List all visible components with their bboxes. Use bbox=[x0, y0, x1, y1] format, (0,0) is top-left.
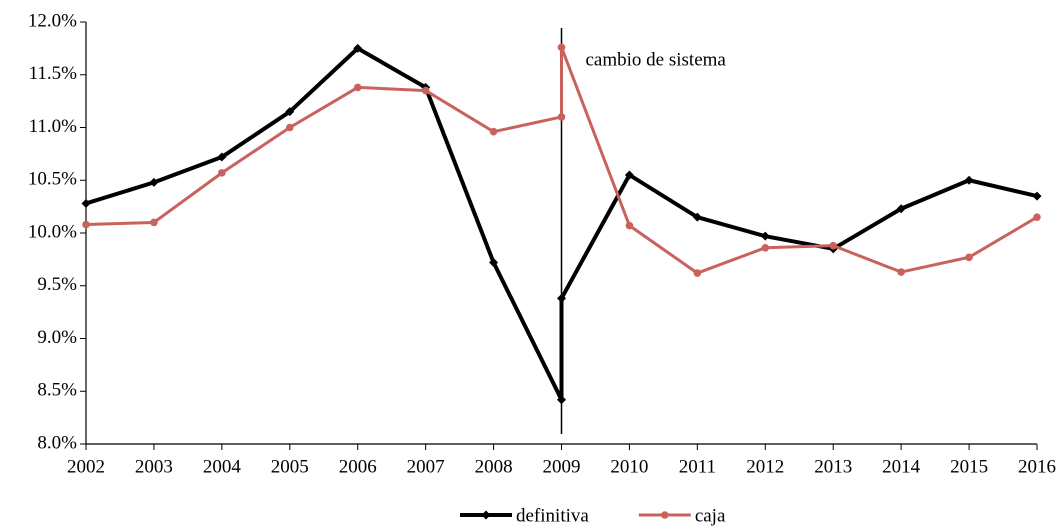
point bbox=[625, 221, 634, 230]
point bbox=[489, 127, 498, 136]
point bbox=[489, 258, 499, 268]
point bbox=[829, 241, 838, 250]
y-tick-label: 10.0% bbox=[28, 221, 77, 242]
point bbox=[761, 243, 770, 252]
x-tick-label: 2012 bbox=[746, 456, 784, 477]
point bbox=[557, 293, 566, 303]
series-line bbox=[85, 46, 1038, 402]
x-tick-label: 2010 bbox=[610, 456, 648, 477]
x-tick-label: 2016 bbox=[1018, 456, 1056, 477]
point bbox=[692, 212, 702, 222]
point bbox=[81, 198, 91, 208]
x-tick-label: 2005 bbox=[271, 456, 309, 477]
point bbox=[624, 170, 634, 180]
series-line bbox=[85, 45, 1038, 275]
point bbox=[557, 113, 566, 121]
x-tick-label: 2007 bbox=[407, 456, 445, 477]
point bbox=[218, 169, 226, 177]
y-tick-label: 9.5% bbox=[37, 274, 77, 295]
point bbox=[760, 231, 770, 241]
point bbox=[1032, 191, 1042, 201]
annotation-text: cambio de sistema bbox=[586, 49, 727, 70]
point bbox=[285, 107, 295, 117]
point bbox=[82, 220, 90, 229]
x-tick-label: 2015 bbox=[950, 456, 988, 477]
x-tick-label: 2009 bbox=[543, 456, 581, 477]
y-tick-label: 11.0% bbox=[29, 116, 78, 137]
y-tick-label: 12.0% bbox=[28, 10, 77, 31]
point bbox=[896, 204, 906, 214]
point bbox=[1033, 213, 1041, 221]
point bbox=[217, 152, 227, 162]
legend-marker bbox=[481, 510, 491, 520]
point bbox=[557, 43, 566, 52]
point bbox=[557, 395, 566, 405]
x-tick-label: 2002 bbox=[67, 456, 105, 477]
x-tick-label: 2008 bbox=[475, 456, 513, 477]
y-tick-label: 9.0% bbox=[37, 327, 77, 348]
x-tick-label: 2011 bbox=[679, 456, 716, 477]
point bbox=[353, 43, 363, 53]
x-tick-label: 2014 bbox=[882, 456, 921, 477]
x-tick-label: 2013 bbox=[814, 456, 852, 477]
point bbox=[964, 175, 974, 185]
y-tick-label: 8.5% bbox=[37, 380, 77, 401]
point bbox=[965, 253, 973, 262]
legend-marker bbox=[661, 511, 669, 519]
y-tick-label: 11.5% bbox=[29, 63, 78, 84]
x-tick-label: 2006 bbox=[339, 456, 377, 477]
y-tick-label: 8.0% bbox=[37, 432, 77, 453]
legend-label: definitiva bbox=[516, 505, 589, 526]
point bbox=[285, 123, 294, 132]
legend-label: caja bbox=[695, 505, 726, 526]
x-tick-label: 2004 bbox=[203, 456, 242, 477]
point bbox=[353, 83, 362, 92]
point bbox=[897, 268, 905, 276]
point bbox=[150, 218, 158, 227]
point bbox=[693, 269, 702, 277]
point bbox=[421, 86, 430, 95]
x-tick-label: 2003 bbox=[135, 456, 173, 477]
point bbox=[149, 177, 159, 187]
y-tick-label: 10.5% bbox=[28, 169, 77, 190]
